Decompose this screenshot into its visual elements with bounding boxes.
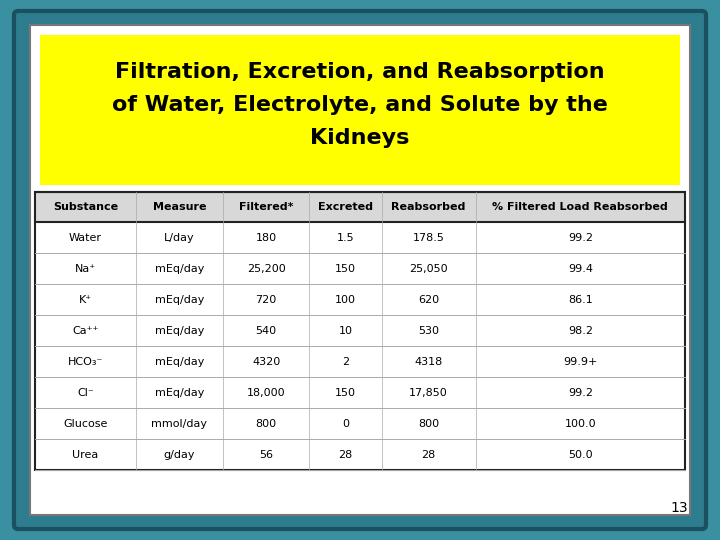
Text: 99.2: 99.2 — [568, 233, 593, 242]
Text: mEq/day: mEq/day — [155, 388, 204, 397]
Text: 17,850: 17,850 — [409, 388, 448, 397]
Text: 10: 10 — [338, 326, 353, 336]
Text: 1.5: 1.5 — [337, 233, 354, 242]
Text: 620: 620 — [418, 295, 439, 305]
Text: 4318: 4318 — [415, 356, 443, 367]
Text: 25,050: 25,050 — [409, 264, 448, 274]
Text: mEq/day: mEq/day — [155, 326, 204, 336]
Text: Na⁺: Na⁺ — [75, 264, 96, 274]
Bar — [35, 192, 685, 222]
Text: Kidneys: Kidneys — [310, 128, 410, 148]
Text: 800: 800 — [418, 418, 439, 429]
Text: 150: 150 — [335, 264, 356, 274]
Text: 86.1: 86.1 — [568, 295, 593, 305]
Text: L/day: L/day — [164, 233, 194, 242]
Text: Excreted: Excreted — [318, 202, 373, 212]
Text: 18,000: 18,000 — [247, 388, 285, 397]
Text: 530: 530 — [418, 326, 439, 336]
Text: Measure: Measure — [153, 202, 206, 212]
Text: mEq/day: mEq/day — [155, 356, 204, 367]
Text: HCO₃⁻: HCO₃⁻ — [68, 356, 103, 367]
FancyBboxPatch shape — [14, 11, 706, 529]
Text: 25,200: 25,200 — [247, 264, 286, 274]
Text: 98.2: 98.2 — [568, 326, 593, 336]
Text: Reabsorbed: Reabsorbed — [392, 202, 466, 212]
Text: K⁺: K⁺ — [79, 295, 92, 305]
Text: of Water, Electrolyte, and Solute by the: of Water, Electrolyte, and Solute by the — [112, 95, 608, 115]
Text: 99.9+: 99.9+ — [563, 356, 598, 367]
Text: Ca⁺⁺: Ca⁺⁺ — [73, 326, 99, 336]
Text: 2: 2 — [342, 356, 349, 367]
Text: 99.2: 99.2 — [568, 388, 593, 397]
Text: Urea: Urea — [73, 449, 99, 460]
Text: mEq/day: mEq/day — [155, 295, 204, 305]
Bar — [35, 192, 685, 470]
Text: mmol/day: mmol/day — [151, 418, 207, 429]
Text: g/day: g/day — [163, 449, 195, 460]
Text: 150: 150 — [335, 388, 356, 397]
Text: Filtered*: Filtered* — [239, 202, 293, 212]
Text: 540: 540 — [256, 326, 276, 336]
Text: 0: 0 — [342, 418, 349, 429]
Text: Water: Water — [69, 233, 102, 242]
Text: 99.4: 99.4 — [568, 264, 593, 274]
Text: 56: 56 — [259, 449, 273, 460]
Text: Filtration, Excretion, and Reabsorption: Filtration, Excretion, and Reabsorption — [115, 62, 605, 82]
Text: Glucose: Glucose — [63, 418, 108, 429]
Text: % Filtered Load Reabsorbed: % Filtered Load Reabsorbed — [492, 202, 668, 212]
Text: 180: 180 — [256, 233, 276, 242]
Text: 720: 720 — [256, 295, 276, 305]
Text: 28: 28 — [421, 449, 436, 460]
Text: 100.0: 100.0 — [564, 418, 596, 429]
Text: 13: 13 — [670, 501, 688, 515]
Text: 28: 28 — [338, 449, 353, 460]
Text: Cl⁻: Cl⁻ — [77, 388, 94, 397]
Text: 4320: 4320 — [252, 356, 280, 367]
Text: 100: 100 — [335, 295, 356, 305]
Text: Substance: Substance — [53, 202, 118, 212]
Text: 50.0: 50.0 — [568, 449, 593, 460]
Text: 800: 800 — [256, 418, 276, 429]
Bar — [40, 35, 680, 185]
Text: 178.5: 178.5 — [413, 233, 444, 242]
Text: mEq/day: mEq/day — [155, 264, 204, 274]
